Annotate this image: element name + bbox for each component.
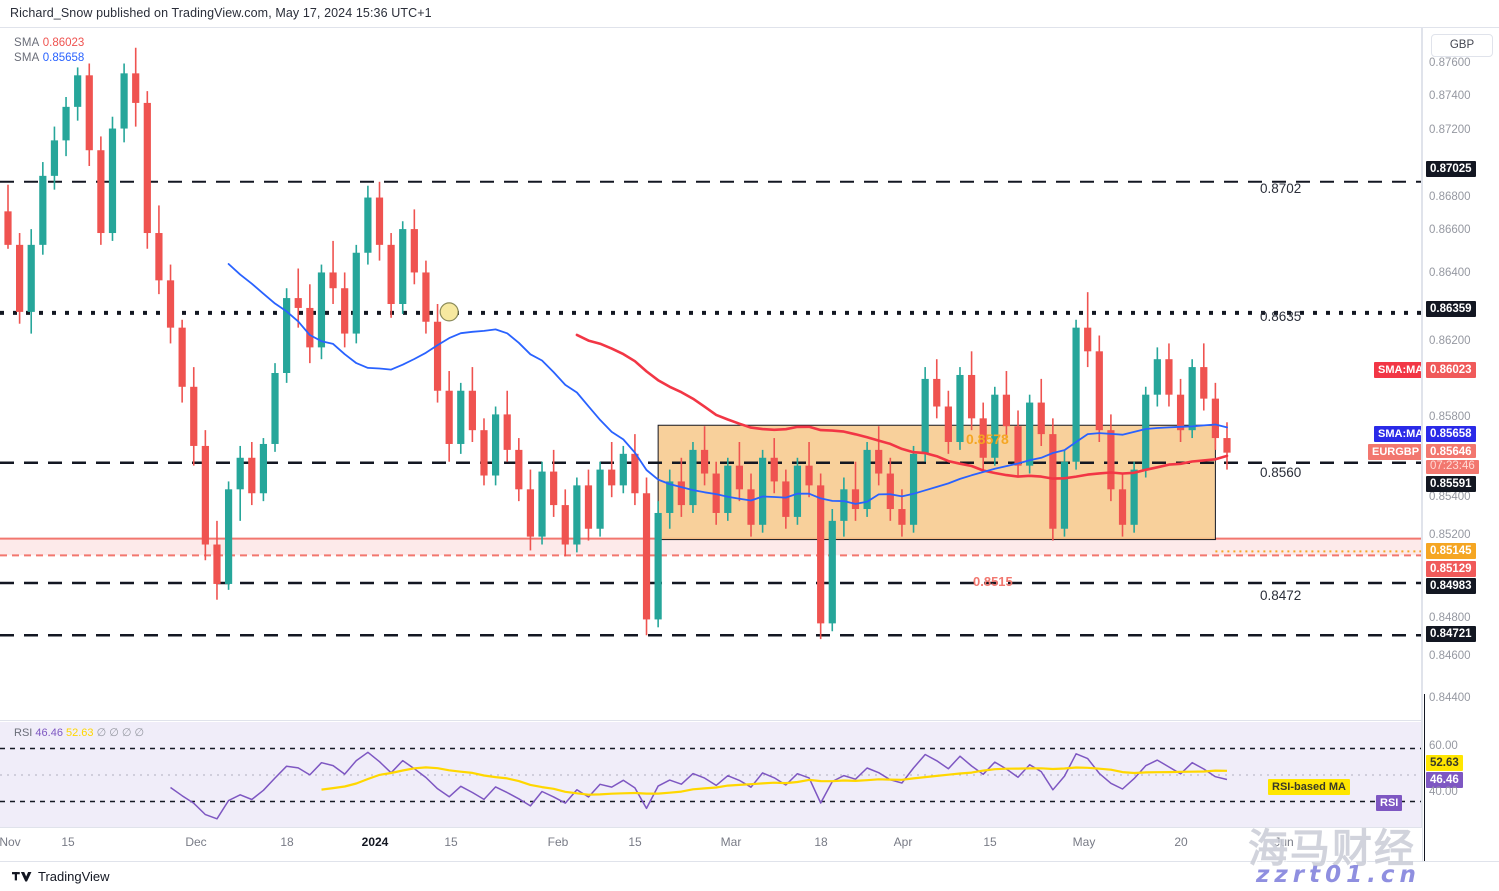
legend-value-sma-fast: 0.85658 (42, 52, 85, 64)
currency-chip[interactable]: GBP (1431, 34, 1493, 57)
axis-tick: 0.85400 (1429, 491, 1471, 503)
time-tick: May (1072, 835, 1096, 849)
axis-badge-0.84983[interactable]: 0.84983 (1426, 578, 1476, 594)
axis-tick: 0.87600 (1429, 57, 1471, 69)
tag-rsi[interactable]: RSI (1376, 795, 1403, 811)
time-tick: Feb (547, 835, 569, 849)
rsi-legend-label: RSI (14, 727, 33, 739)
rsi-plot[interactable] (0, 722, 1422, 827)
level-label-0.8515: 0.8515 (973, 574, 1013, 589)
legend-label-sma-slow: SMA (14, 37, 40, 49)
axis-tick: 0.86600 (1429, 224, 1471, 236)
price-legend: SMA 0.86023 SMA 0.85658 (14, 36, 84, 66)
time-tick: Mar (720, 835, 742, 849)
rsi-axis-badge-rsi[interactable]: 46.46 (1426, 772, 1463, 788)
level-label-0.8635: 0.8635 (1260, 309, 1302, 324)
axis-tick: 0.86200 (1429, 335, 1471, 347)
time-tick: 15 (628, 835, 642, 849)
tag-rsi-based-ma[interactable]: RSI-based MA (1268, 779, 1350, 795)
rsi-pane[interactable]: RSI 46.46 52.63 ∅ ∅ ∅ ∅ RSI-based MA RSI (0, 722, 1422, 827)
tradingview-wordmark: TradingView (38, 869, 110, 884)
axis-badge-countdown: 07:23:46 (1426, 460, 1479, 474)
level-label-0.8578: 0.8578 (966, 431, 1009, 447)
legend-row-sma-slow: SMA 0.86023 (14, 36, 84, 51)
axis-badge-0.85129[interactable]: 0.85129 (1426, 561, 1476, 577)
axis-tick: 0.86800 (1429, 191, 1471, 203)
rsi-legend-empty-slots: ∅ ∅ ∅ ∅ (96, 727, 145, 739)
price-axis[interactable]: GBP 0.87600 0.87400 0.87200 0.86800 0.86… (1422, 27, 1499, 827)
axis-tick: 0.84600 (1429, 650, 1471, 662)
time-tick: 15 (444, 835, 458, 849)
axis-tick: 0.84400 (1429, 692, 1471, 704)
axis-badge-0.85591[interactable]: 0.85591 (1426, 476, 1476, 492)
axis-tick: 0.87400 (1429, 90, 1471, 102)
time-tick: 18 (280, 835, 294, 849)
level-label-0.8472: 0.8472 (1260, 588, 1302, 603)
rsi-legend-ma-value: 52.63 (66, 727, 94, 739)
price-pane[interactable]: SMA 0.86023 SMA 0.85658 0.8702 0.8635 0.… (0, 28, 1422, 718)
axis-tick: 0.84800 (1429, 612, 1471, 624)
axis-badge-sma-slow[interactable]: 0.86023 (1426, 362, 1476, 378)
axis-badge-0.87025[interactable]: 0.87025 (1426, 161, 1476, 177)
rsi-axis-badge-ma[interactable]: 52.63 (1426, 755, 1463, 771)
chart-area[interactable]: SMA 0.86023 SMA 0.85658 0.8702 0.8635 0.… (0, 27, 1422, 827)
tradingview-logo[interactable]: TradingView (12, 869, 110, 884)
price-plot[interactable] (0, 28, 1422, 718)
tag-sma-slow[interactable]: SMA:MA (1374, 362, 1421, 378)
footer: TradingView (0, 861, 1499, 891)
time-tick: 20 (1174, 835, 1188, 849)
cursor-line (1424, 694, 1425, 861)
time-tick: 15 (983, 835, 997, 849)
time-tick: 15 (61, 835, 75, 849)
rsi-legend-value: 46.46 (35, 727, 63, 739)
time-tick: Jun (1274, 835, 1294, 849)
legend-row-sma-fast: SMA 0.85658 (14, 51, 84, 66)
legend-value-sma-slow: 0.86023 (42, 37, 85, 49)
time-axis[interactable]: Nov 15 Dec 18 2024 15 Feb 15 Mar 18 Apr 15 May 20 Jun (0, 827, 1499, 861)
time-tick: Dec (185, 835, 207, 849)
axis-badge-0.86359[interactable]: 0.86359 (1426, 301, 1476, 317)
time-tick: 18 (814, 835, 828, 849)
published-header: Richard_Snow published on TradingView.co… (0, 0, 1499, 27)
axis-badge-0.85145[interactable]: 0.85145 (1426, 543, 1476, 559)
rsi-axis-tick-40: 40.00 (1429, 786, 1458, 798)
tag-sma-fast[interactable]: SMA:MA (1374, 426, 1421, 442)
axis-tick: 0.85200 (1429, 529, 1471, 541)
tradingview-mark-icon (12, 872, 32, 882)
rsi-axis-tick-60: 60.00 (1429, 740, 1458, 752)
axis-corner (1422, 827, 1499, 861)
rsi-legend: RSI 46.46 52.63 ∅ ∅ ∅ ∅ (14, 726, 144, 740)
axis-tick: 0.86400 (1429, 267, 1471, 279)
pane-divider (0, 720, 1421, 721)
axis-badge-last-price[interactable]: 0.85646 (1426, 444, 1476, 458)
axis-tick: 0.87200 (1429, 124, 1471, 136)
time-tick: 2024 (361, 835, 389, 849)
level-label-0.8702: 0.8702 (1260, 181, 1302, 196)
legend-label-sma-fast: SMA (14, 52, 40, 64)
axis-badge-0.84721[interactable]: 0.84721 (1426, 626, 1476, 642)
time-tick: Nov (0, 835, 21, 849)
axis-tick: 0.85800 (1429, 411, 1471, 423)
tag-symbol-eurgbp[interactable]: EURGBP (1368, 444, 1421, 460)
time-tick: Apr (893, 835, 913, 849)
axis-badge-sma-fast[interactable]: 0.85658 (1426, 426, 1476, 442)
level-label-0.8560: 0.8560 (1260, 465, 1302, 480)
